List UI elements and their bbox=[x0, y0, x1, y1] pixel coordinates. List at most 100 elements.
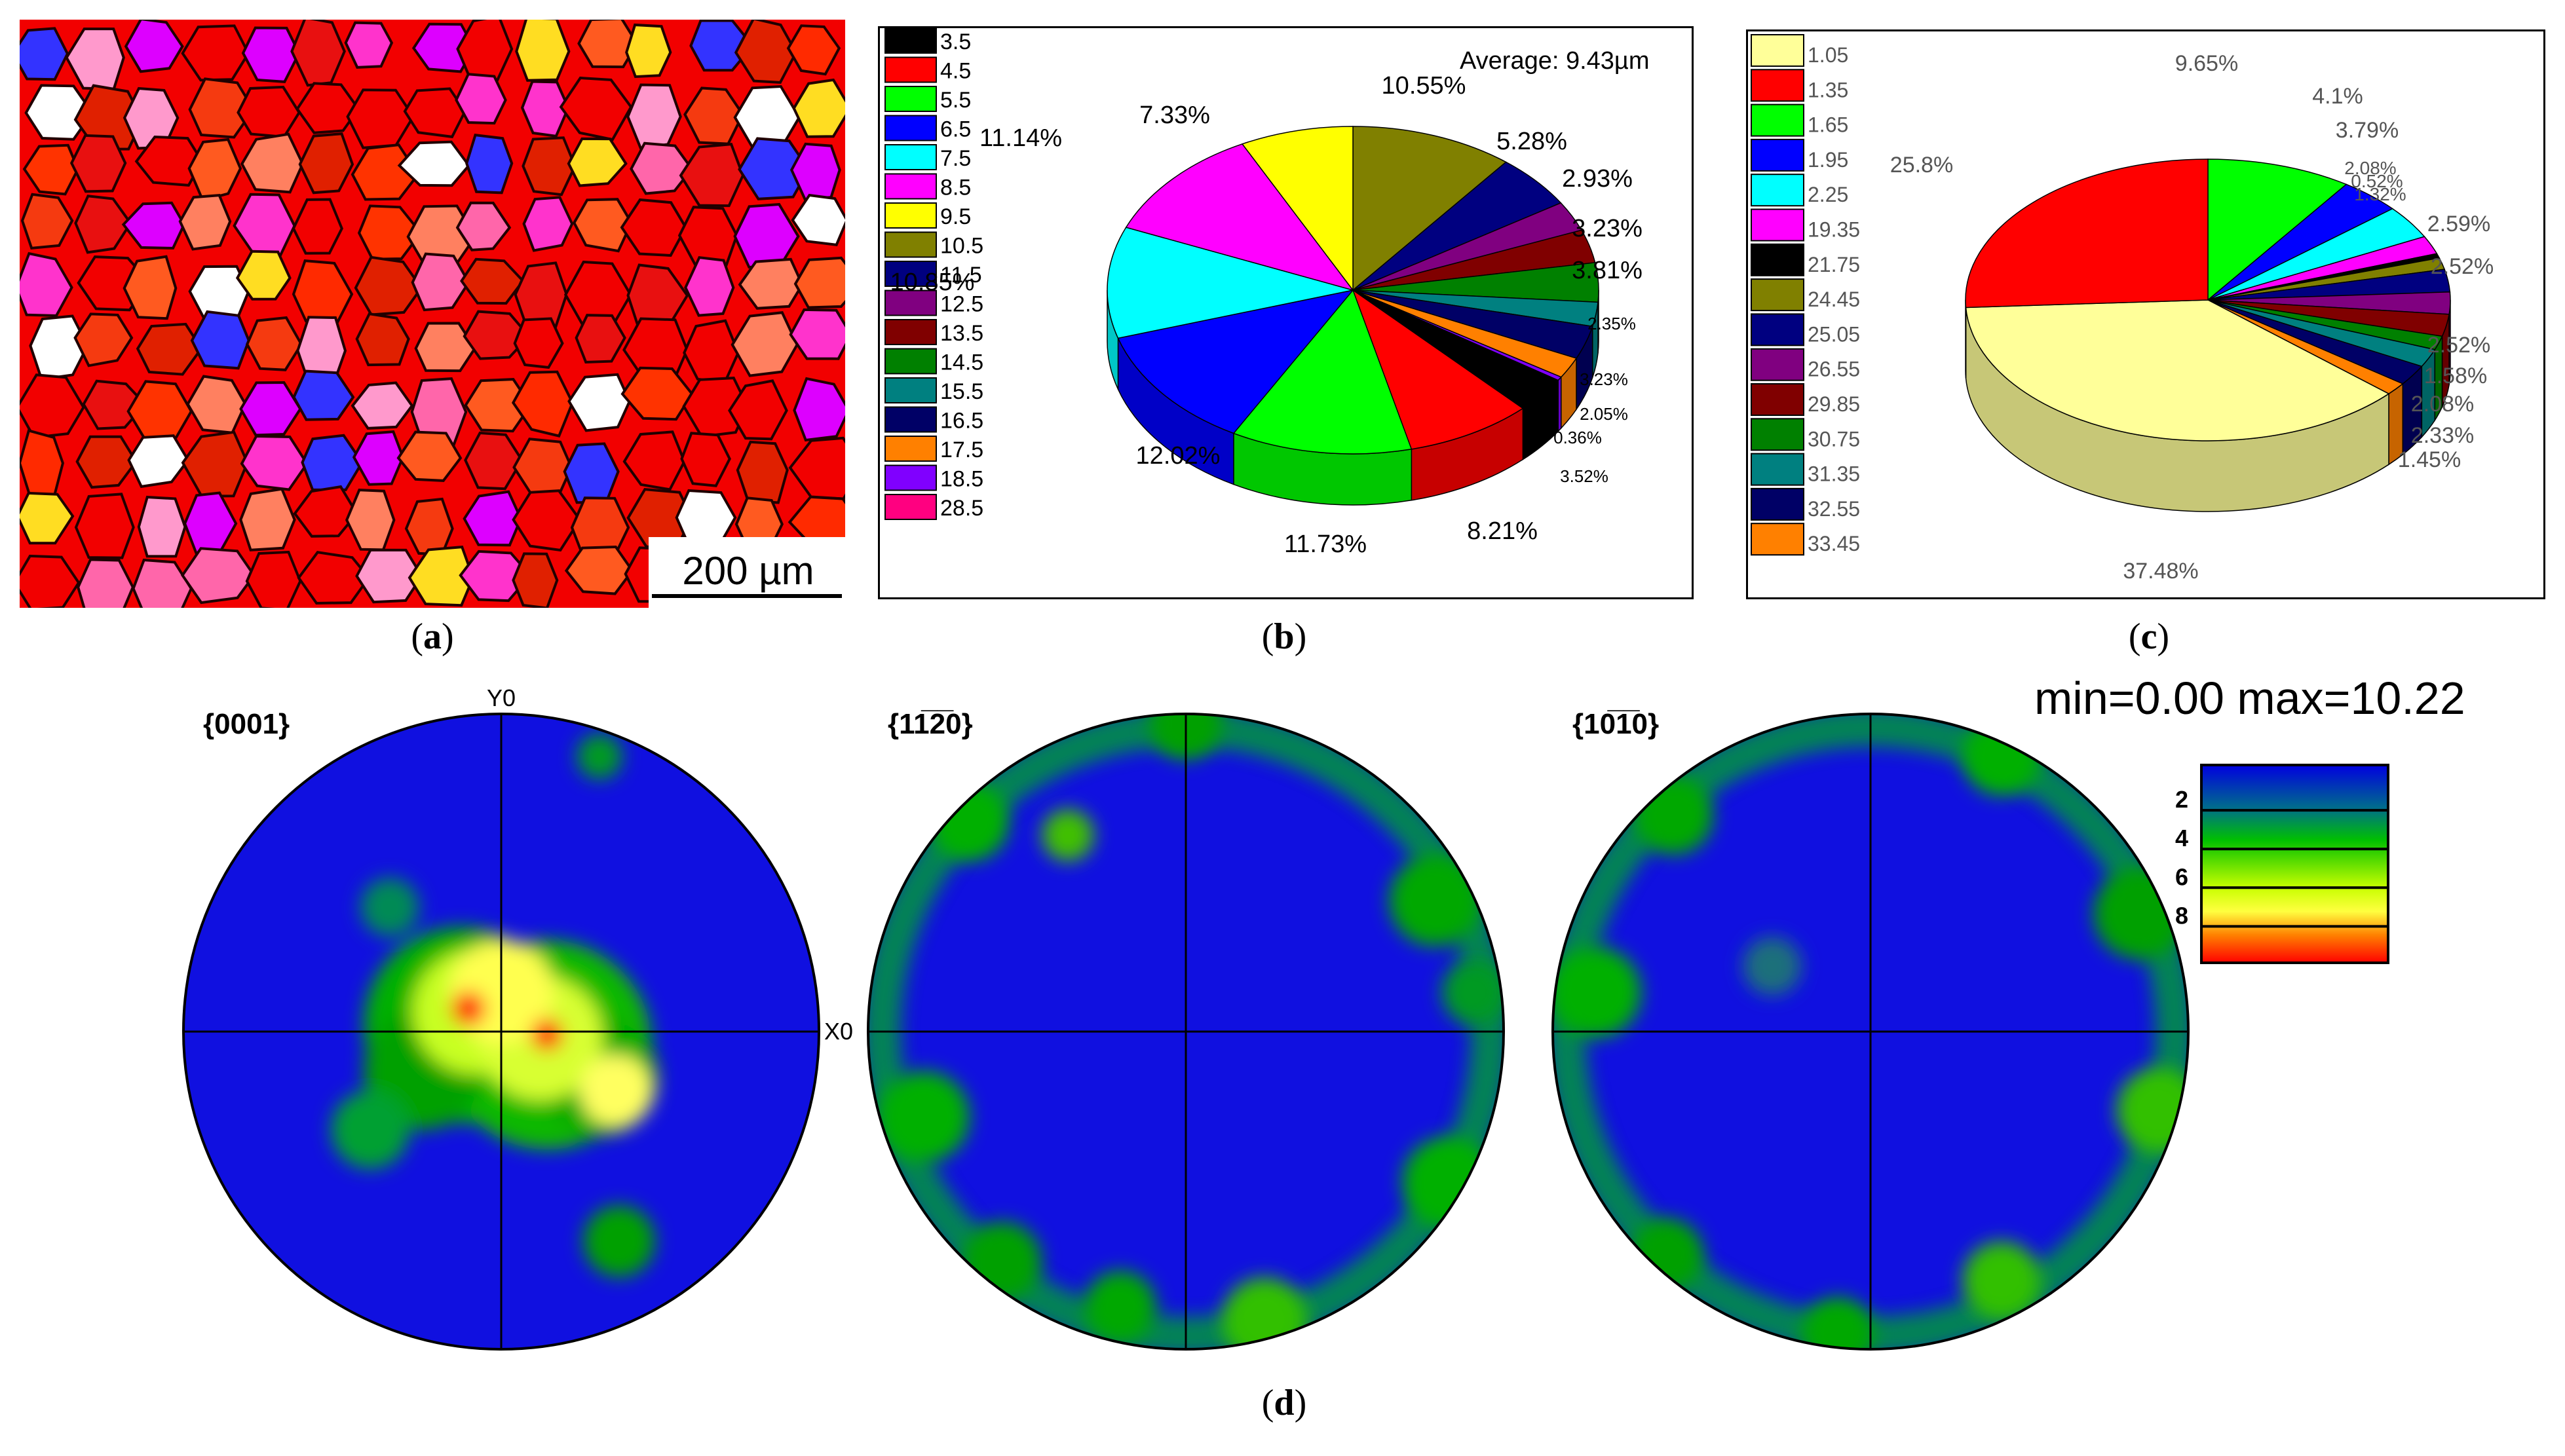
grain bbox=[728, 379, 788, 441]
grain bbox=[620, 366, 694, 421]
pie-slice-label: 0.36% bbox=[1553, 428, 1602, 447]
grain bbox=[789, 308, 853, 360]
grain bbox=[411, 22, 476, 73]
intensity-blob bbox=[1635, 776, 1713, 855]
grain bbox=[127, 434, 190, 489]
grain bbox=[622, 430, 686, 491]
legend-label: 16.5 bbox=[940, 409, 983, 434]
grain bbox=[352, 430, 405, 486]
legend-label: 19.35 bbox=[1808, 218, 1860, 242]
grain bbox=[512, 552, 559, 610]
legend-label: 3.5 bbox=[940, 29, 971, 54]
intensity-blob bbox=[331, 1091, 409, 1169]
pole-figures: {0001} Y0 X0 {11̅2̅0} {10̅1̅0} min=0.00 max=… bbox=[182, 673, 2465, 1351]
pole-label: {10̅1̅0} bbox=[1572, 708, 1659, 740]
grain bbox=[515, 16, 571, 82]
grain bbox=[620, 198, 687, 257]
legend-label: 6.5 bbox=[940, 117, 971, 142]
grain bbox=[408, 545, 475, 607]
pie-chart-c: 1.05 1.35 1.65 1.95 2.25 19.35 21.75 24.45 25.05… bbox=[1751, 34, 2494, 584]
grain bbox=[297, 551, 371, 605]
grain bbox=[292, 198, 343, 255]
intensity-blob bbox=[1962, 1241, 2041, 1320]
caption-d: (d) bbox=[1261, 1383, 1307, 1423]
intensity-blob bbox=[1802, 1297, 1874, 1349]
pie-slice-label: 25.8% bbox=[1890, 153, 1953, 177]
legend-label: 10.5 bbox=[940, 234, 983, 259]
legend-label: 21.75 bbox=[1808, 253, 1860, 276]
grain bbox=[738, 137, 810, 200]
grain bbox=[235, 250, 292, 301]
grain bbox=[351, 143, 420, 201]
legend-swatch bbox=[884, 144, 937, 170]
intensity-blob bbox=[2116, 1068, 2188, 1153]
grain bbox=[465, 134, 514, 195]
grain bbox=[74, 195, 132, 254]
grain bbox=[396, 430, 463, 482]
legend-label: 7.5 bbox=[940, 146, 971, 171]
grain bbox=[793, 256, 864, 309]
grain bbox=[513, 317, 564, 369]
axis-label-x: X0 bbox=[824, 1018, 853, 1045]
pie-slice-label: 3.81% bbox=[1572, 257, 1643, 284]
intensity-blob bbox=[963, 1222, 1042, 1300]
chart-title: Average: 9.43µm bbox=[1460, 47, 1649, 75]
colorbar-tick-label: 4 bbox=[2175, 825, 2188, 851]
colorbar-tick-label: 6 bbox=[2175, 863, 2188, 890]
legend-swatch bbox=[1751, 208, 1804, 242]
intensity-blob bbox=[1042, 809, 1094, 861]
pole-label: {0001} bbox=[203, 708, 290, 740]
grain bbox=[290, 16, 346, 87]
grain bbox=[187, 138, 242, 202]
pie-slice bbox=[1352, 289, 1524, 450]
grain bbox=[74, 493, 135, 559]
grain bbox=[82, 379, 147, 430]
legend-label: 13.5 bbox=[940, 321, 983, 346]
grain bbox=[455, 201, 512, 252]
grain bbox=[403, 87, 467, 139]
grain bbox=[520, 80, 570, 138]
grain bbox=[459, 550, 533, 603]
grain bbox=[241, 26, 301, 83]
legend-label: 2.25 bbox=[1808, 183, 1848, 206]
intensity-blob bbox=[2093, 868, 2185, 960]
grain bbox=[29, 314, 89, 381]
legend-label: 28.5 bbox=[940, 496, 983, 521]
grain bbox=[463, 310, 531, 360]
pie-slice-label: 10.55% bbox=[1382, 72, 1466, 100]
grain bbox=[455, 73, 507, 125]
grain bbox=[22, 143, 80, 196]
grain bbox=[463, 490, 523, 547]
pie-slice-label: 2.52% bbox=[2431, 254, 2494, 279]
intensity-blob bbox=[1743, 937, 1802, 996]
pie-slice bbox=[1107, 227, 1354, 339]
pie-slice bbox=[1241, 126, 1354, 292]
intensity-blob bbox=[930, 783, 1009, 861]
legend-label: 32.55 bbox=[1808, 497, 1860, 521]
grain bbox=[190, 310, 250, 370]
caption-b: (b) bbox=[1261, 616, 1307, 657]
panel-a-ebsd-map: 200 µm bbox=[11, 14, 864, 623]
grain bbox=[575, 314, 626, 364]
grain bbox=[679, 142, 745, 208]
pie-slice-label: 2.05% bbox=[1580, 404, 1628, 424]
legend-swatch bbox=[884, 289, 937, 316]
grain bbox=[357, 204, 423, 261]
pie-slice-label: 8.21% bbox=[1467, 517, 1538, 545]
legend-swatch bbox=[884, 202, 937, 229]
grain bbox=[298, 132, 354, 195]
grain bbox=[295, 82, 360, 134]
legend-label: 25.05 bbox=[1808, 322, 1860, 346]
pie-slice bbox=[1125, 143, 1354, 291]
caption-a: (a) bbox=[411, 616, 454, 657]
intensity-blob bbox=[1553, 946, 1641, 1038]
legend-swatch bbox=[884, 173, 937, 200]
intensity-blob bbox=[580, 1055, 652, 1127]
grain bbox=[240, 132, 305, 194]
grain bbox=[73, 312, 134, 367]
legend-swatch bbox=[1751, 34, 1804, 67]
pie-slice-label: 2.33% bbox=[2411, 423, 2474, 448]
intensity-blob bbox=[360, 878, 419, 937]
grain bbox=[181, 547, 256, 605]
grain bbox=[134, 135, 204, 187]
